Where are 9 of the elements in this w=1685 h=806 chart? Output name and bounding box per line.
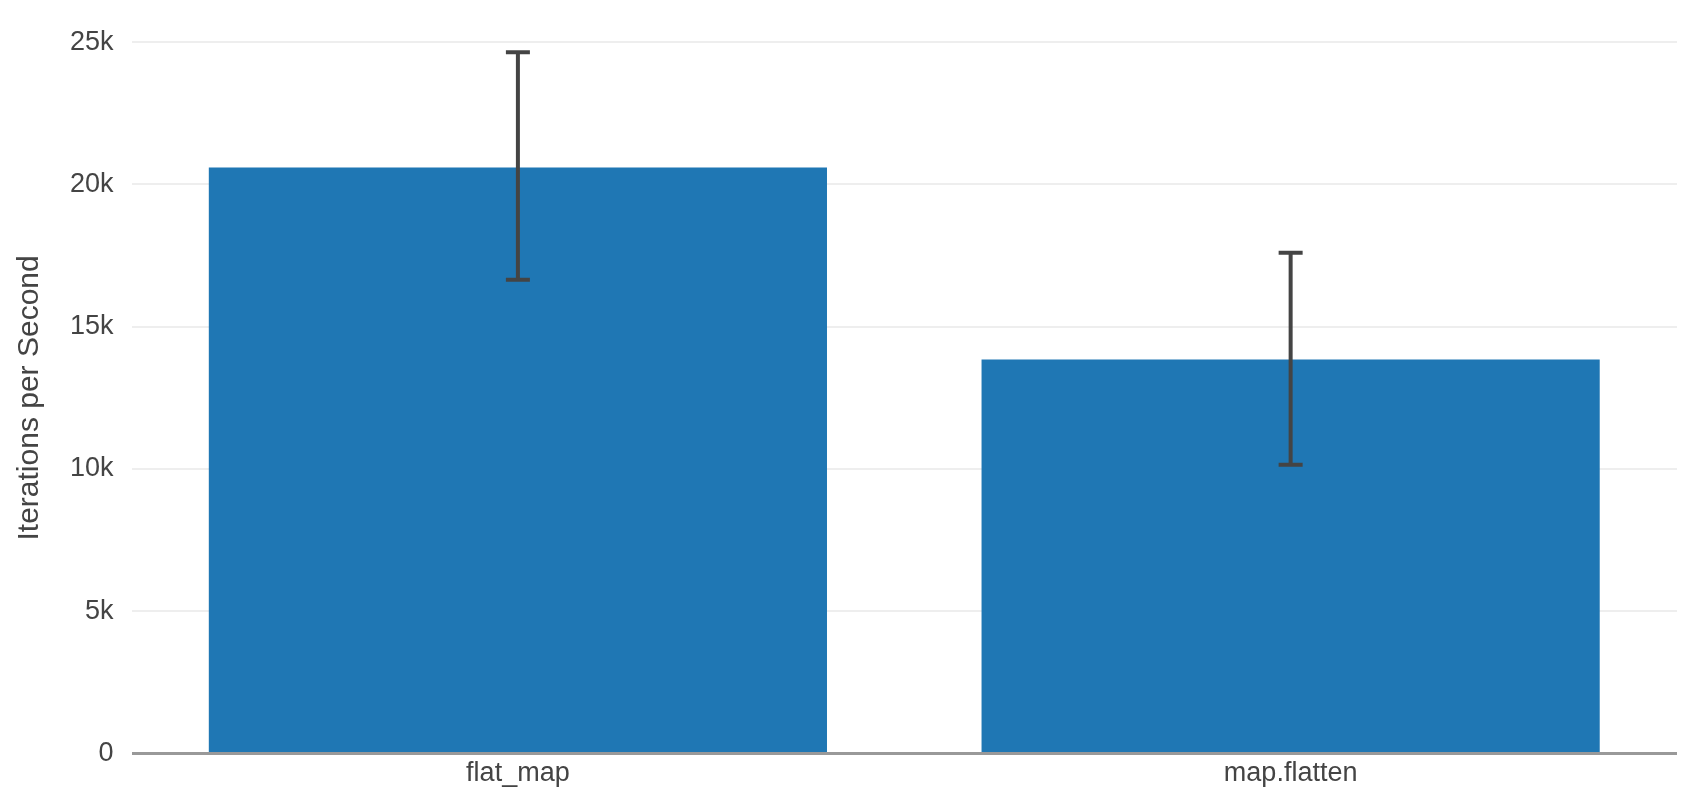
x-tick-label: flat_map [466,757,570,788]
y-tick-label: 10k [69,452,115,483]
x-tick-label: map.flatten [1223,757,1358,788]
y-tick-label: 5k [85,594,115,625]
y-axis-title: Iterations per Second [11,255,45,541]
y-tick-label: 0 [98,737,114,768]
y-tick-label: 15k [69,310,115,341]
y-tick-label: 25k [69,25,115,56]
y-tick-label: 20k [69,167,115,198]
